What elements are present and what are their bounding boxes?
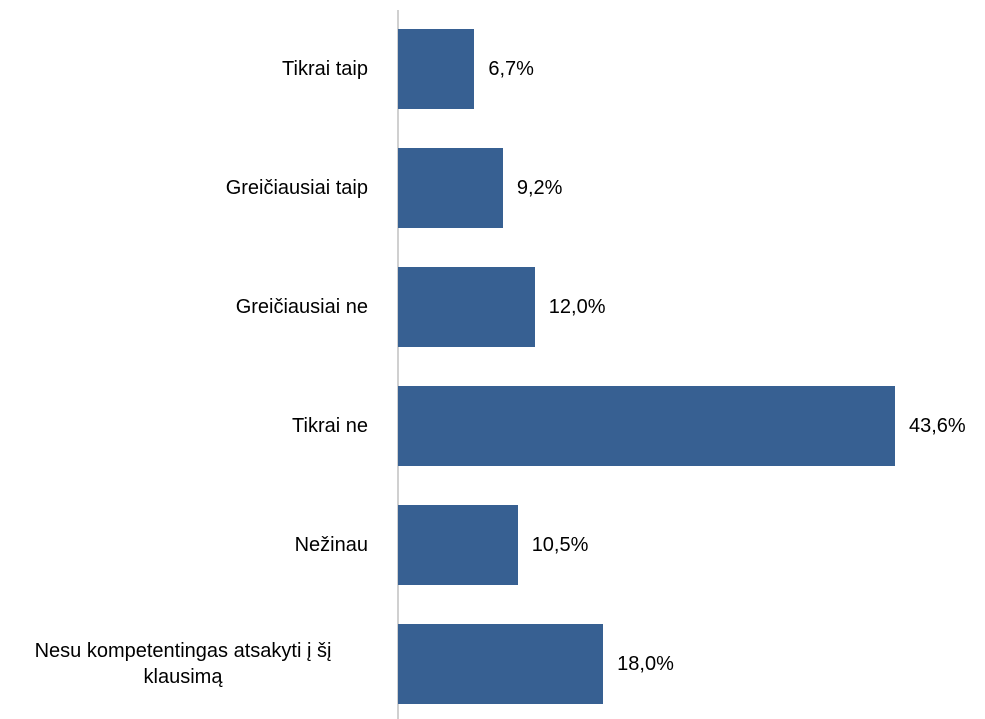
category-label: Nesu kompetentingas atsakyti į šį klausi… xyxy=(0,619,368,709)
bar xyxy=(398,267,535,347)
value-label: 18,0% xyxy=(617,653,674,675)
bar xyxy=(398,624,604,704)
value-label: 6,7% xyxy=(488,58,534,80)
category-label-text: Tikrai taip xyxy=(282,58,368,80)
category-label-text: Greičiausiai taip xyxy=(225,177,368,199)
category-label-text: Nežinau xyxy=(294,534,368,556)
category-label: Nežinau xyxy=(0,500,368,590)
axis-line xyxy=(397,10,399,719)
value-label: 12,0% xyxy=(548,296,606,318)
bar xyxy=(398,505,518,585)
category-label-text: Tikrai ne xyxy=(292,415,368,437)
bar xyxy=(398,148,503,228)
value-label: 10,5% xyxy=(531,534,589,556)
category-label-text: Nesu kompetentingas atsakyti į šį klausi… xyxy=(34,640,332,688)
category-label: Tikrai taip xyxy=(0,24,368,114)
value-label: 9,2% xyxy=(516,177,563,199)
bar xyxy=(398,29,475,109)
category-label-text: Greičiausiai ne xyxy=(235,296,368,318)
value-label: 43,6% xyxy=(909,415,966,437)
category-label: Greičiausiai taip xyxy=(0,143,368,233)
category-label: Greičiausiai ne xyxy=(0,262,368,352)
category-label: Tikrai ne xyxy=(0,381,368,471)
bar xyxy=(398,386,895,466)
